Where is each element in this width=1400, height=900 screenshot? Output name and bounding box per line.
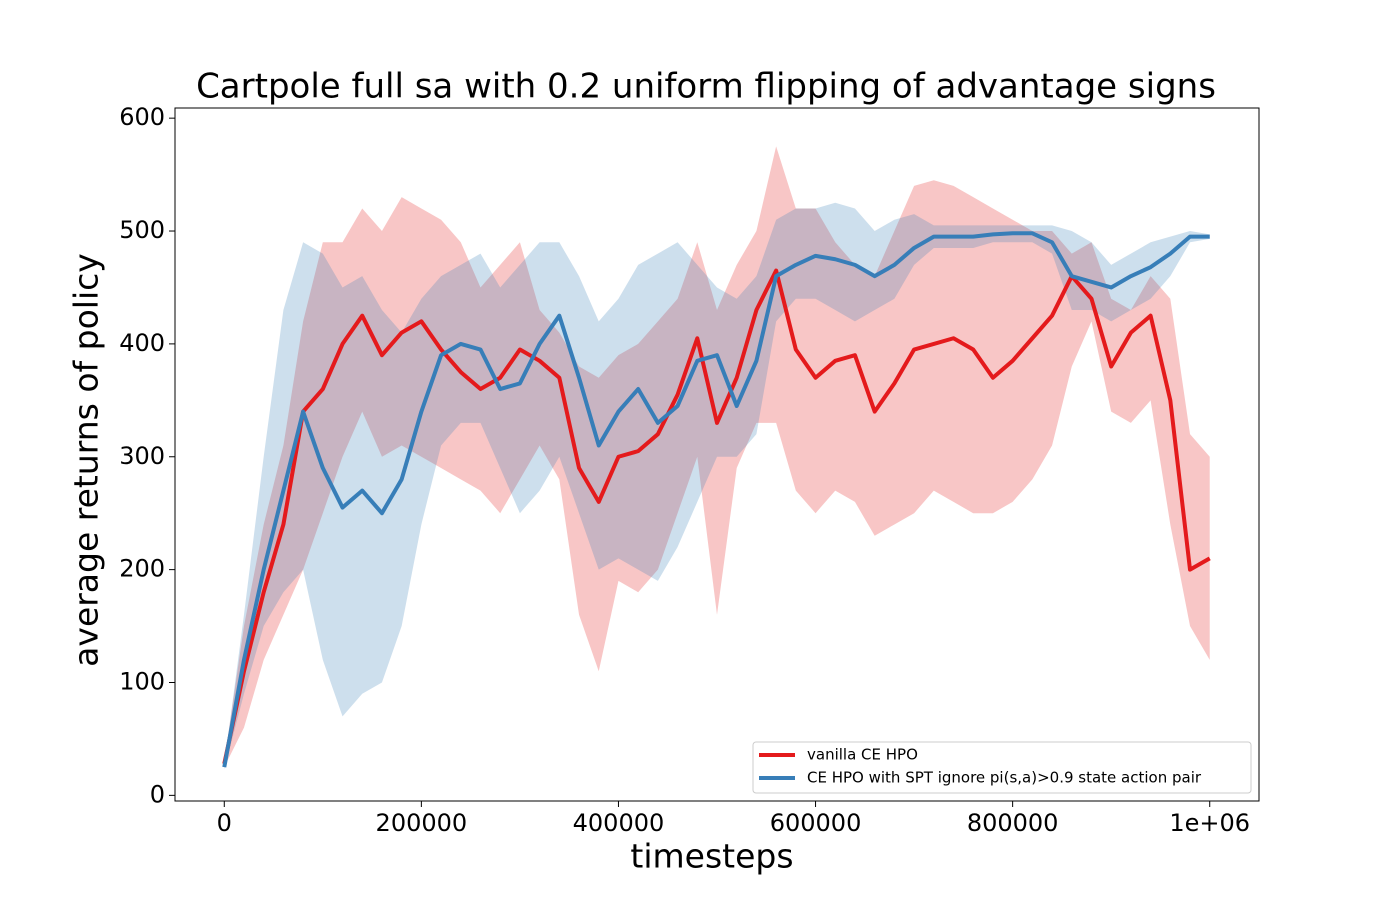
confidence-band <box>224 146 1210 768</box>
confidence-band <box>224 202 1210 770</box>
y-tick-label: 100 <box>119 667 165 695</box>
y-tick-label: 200 <box>119 555 165 583</box>
series-line <box>222 231 1210 768</box>
y-axis-label: average returns of policy <box>67 253 106 667</box>
y-tick-label: 300 <box>119 442 165 470</box>
chart-title: Cartpole full sa with 0.2 uniform flippi… <box>196 67 1216 107</box>
x-tick-label: 800000 <box>967 809 1059 837</box>
x-tick-label: 0 <box>217 809 232 837</box>
y-tick-label: 0 <box>150 780 165 808</box>
y-tick-label: 500 <box>119 216 165 244</box>
x-axis-label: timesteps <box>630 837 793 876</box>
legend-label: vanilla CE HPO <box>807 746 918 764</box>
legend: vanilla CE HPO CE HPO with SPT ignore pi(… <box>752 741 1252 794</box>
x-tick-label: 600000 <box>770 809 862 837</box>
y-tick-label: 600 <box>119 103 165 131</box>
y-tick-label: 400 <box>119 329 165 357</box>
legend-label: CE HPO with SPT ignore pi(s,a)>0.9 state… <box>807 769 1202 787</box>
x-tick-label: 400000 <box>573 809 665 837</box>
legend-box <box>752 741 1252 794</box>
series-line <box>222 268 1211 765</box>
plot-frame <box>174 107 1260 802</box>
x-tick-label: 200000 <box>376 809 468 837</box>
x-tick-label: 1e+06 <box>1169 809 1250 837</box>
